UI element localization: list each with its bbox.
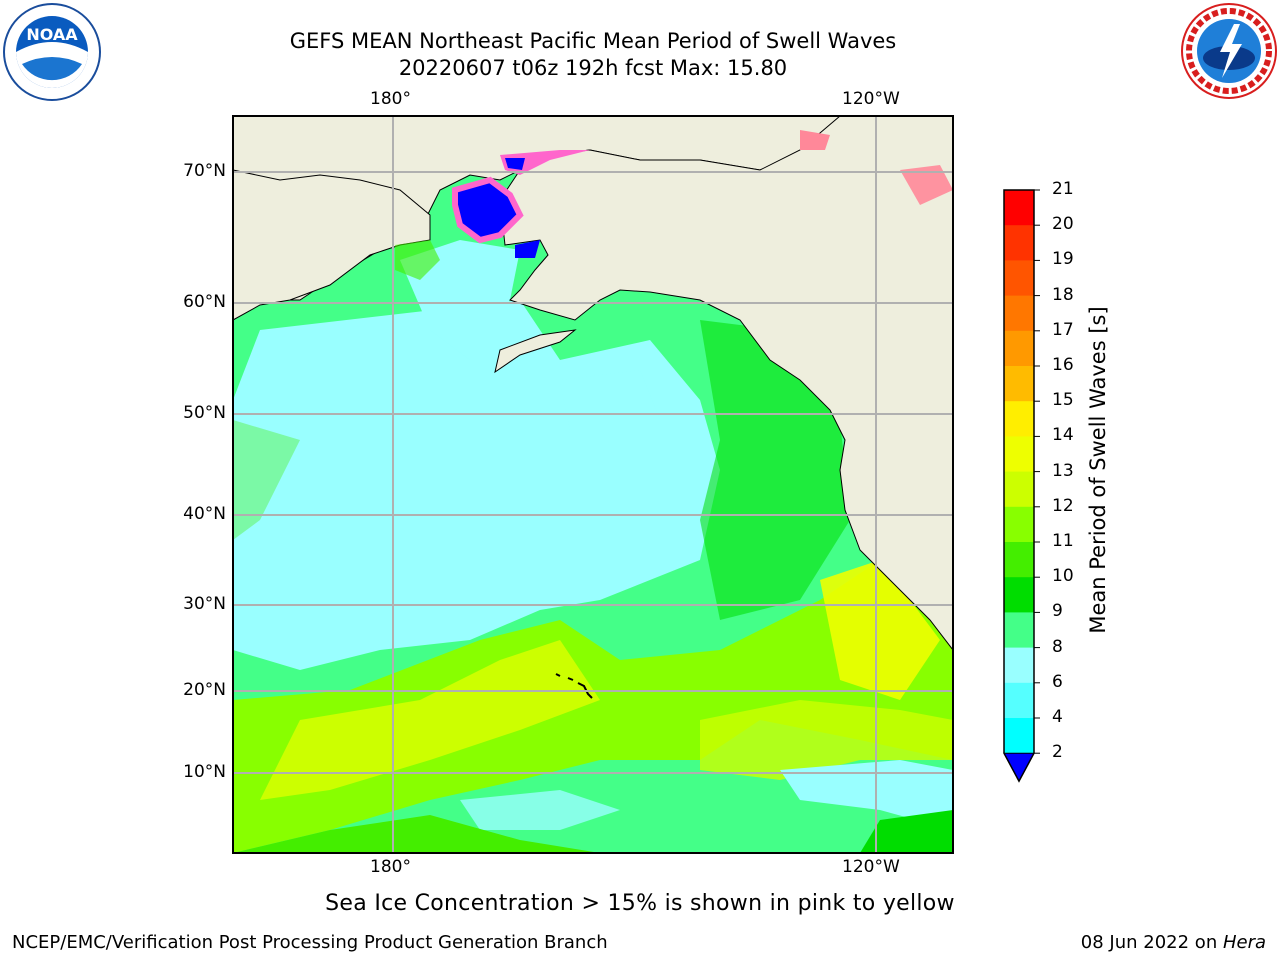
colorbar-label: Mean Period of Swell Waves [s]	[1086, 306, 1110, 634]
colorbar-segment	[1004, 577, 1034, 613]
noaa-logo: NOAA	[2, 2, 102, 106]
lon-label-top-180: 180°	[370, 89, 411, 109]
lon-label-bottom-180: 180°	[370, 857, 411, 877]
colorbar-segment	[1004, 682, 1034, 719]
chart-title-line2: 20220607 t06z 192h fcst Max: 15.80	[398, 56, 788, 80]
colorbar-tick-label: 21	[1052, 179, 1074, 199]
map-gridlines	[233, 116, 953, 853]
colorbar-tick-label: 17	[1052, 319, 1074, 340]
lat-label-20n: 20°N	[183, 680, 226, 700]
lon-label-bottom-120w: 120°W	[842, 857, 900, 877]
map-field	[233, 116, 953, 853]
colorbar-tick-label: 14	[1052, 425, 1074, 446]
colorbar-tick-label: 13	[1052, 460, 1074, 481]
footer-right: 08 Jun 2022 on Hera	[1081, 932, 1266, 953]
colorbar-segment	[1004, 542, 1034, 578]
colorbar-under-triangle	[1003, 752, 1035, 783]
colorbar-tick-label: 2	[1052, 742, 1063, 763]
colorbar-segment	[1004, 295, 1034, 332]
colorbar-segment	[1004, 471, 1034, 508]
colorbar-segment	[1004, 647, 1034, 684]
colorbar-tick-label: 20	[1052, 214, 1074, 235]
colorbar-segment	[1004, 225, 1034, 261]
footer-machine: Hera	[1222, 932, 1266, 953]
lat-label-40n: 40°N	[183, 504, 226, 524]
colorbar-tick-label: 11	[1052, 531, 1074, 551]
lat-label-30n: 30°N	[183, 594, 226, 614]
lat-label-10n: 10°N	[183, 762, 226, 782]
colorbar-tick-label: 6	[1052, 671, 1063, 692]
lat-label-50n: 50°N	[183, 403, 226, 423]
colorbar-tick-label: 18	[1052, 284, 1074, 305]
colorbar-segment	[1004, 366, 1034, 402]
map-frame	[232, 115, 954, 854]
colorbar-segment	[1004, 190, 1034, 226]
colorbar-tick-label: 15	[1052, 390, 1074, 411]
colorbar-segment	[1004, 612, 1034, 649]
chart-title-line1: GEFS MEAN Northeast Pacific Mean Period …	[289, 29, 897, 53]
colorbar-tick-label: 12	[1052, 495, 1074, 516]
footer-left: NCEP/EMC/Verification Post Processing Pr…	[12, 932, 608, 953]
colorbar-segment	[1004, 436, 1034, 473]
colorbar-tick-label: 8	[1052, 636, 1063, 657]
colorbar	[1003, 189, 1040, 783]
map	[232, 115, 954, 854]
colorbar-segment	[1004, 330, 1034, 367]
colorbar-frame	[1003, 189, 1035, 783]
lat-label-70n: 70°N	[183, 161, 226, 181]
footer-date: 08 Jun 2022 on	[1080, 932, 1223, 953]
colorbar-segment	[1004, 506, 1034, 543]
colorbar-tick-label: 4	[1052, 707, 1063, 727]
nws-logo	[1180, 2, 1278, 104]
lat-label-60n: 60°N	[183, 292, 226, 312]
sea-ice-note: Sea Ice Concentration > 15% is shown in …	[325, 891, 955, 916]
colorbar-tick-label: 16	[1052, 355, 1074, 375]
colorbar-segment	[1004, 401, 1034, 437]
colorbar-tick-label: 19	[1052, 249, 1074, 270]
noaa-logo-text: NOAA	[26, 25, 78, 44]
colorbar-tick-label: 9	[1052, 601, 1063, 622]
colorbar-segment	[1004, 718, 1034, 754]
colorbar-tick-label: 10	[1052, 566, 1074, 587]
colorbar-segment	[1004, 260, 1034, 297]
lon-label-top-120w: 120°W	[842, 89, 900, 109]
